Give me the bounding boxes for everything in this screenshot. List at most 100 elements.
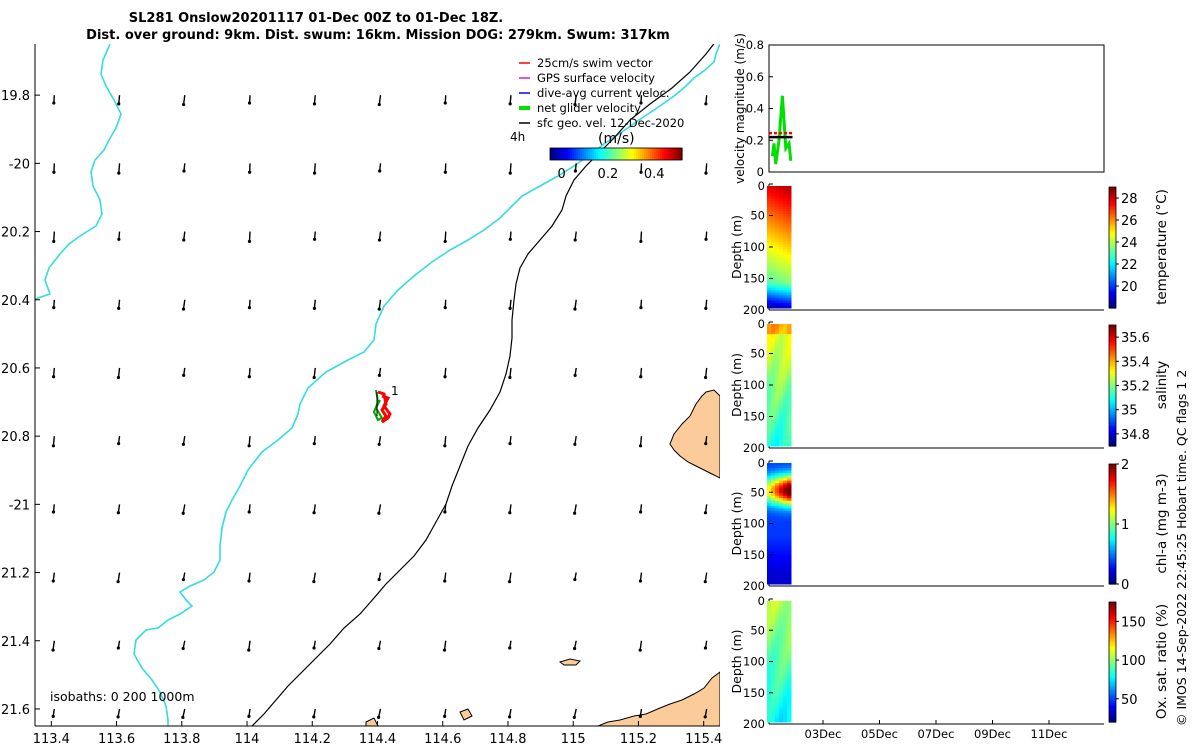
profile-cell [767,252,772,256]
map-colorbar-cell [558,148,561,160]
arrow-head [312,442,316,446]
profile-cell [787,556,792,560]
profile-cell [779,428,784,432]
profile-cell [787,341,792,345]
profile-cell [771,305,776,309]
profile-colorbar-cell [1109,538,1116,542]
profile-cell [787,211,792,215]
profile-cell [783,219,788,223]
map-colorbar-cell [606,148,609,160]
profile-y-tick-label: 0 [758,317,765,331]
velocity-panel-frame [768,44,1105,173]
profile-cell [767,656,772,660]
profile-cell [787,397,792,401]
profile-cell [787,475,792,479]
surface-velocity-arrow [312,299,316,311]
profile-cell [767,297,772,301]
profile-cell [779,523,784,527]
profile-cell [767,556,772,560]
profile-colorbar-cell [1109,602,1116,605]
arrow-head [377,102,381,107]
profile-cell [783,334,788,338]
profile-cell [787,626,792,630]
profile-cell [787,716,792,720]
isobath-200m-south [133,44,720,726]
profile-cell [775,188,780,192]
profile-cell [779,443,784,447]
profile-cell [779,287,784,291]
profile-colorbar-frame [1108,186,1117,309]
profile-colorbar-cell [1109,443,1116,447]
land-islet [459,708,473,721]
profile-cell [783,515,788,519]
profile-cell [783,646,788,650]
profile-colorbar-tick-label: 35.2 [1121,380,1150,395]
profile-cell [787,302,792,306]
profile-cell [775,423,780,427]
profile-cell [787,186,792,190]
profile-cell [779,239,784,243]
profile-cell [775,709,780,713]
profile-cell [783,282,788,286]
profile-cell [783,252,788,256]
profile-cell [775,638,780,642]
profile-cell [787,658,792,662]
profile-cell [779,272,784,276]
profile-cell [787,385,792,389]
profile-cell [775,282,780,286]
profile-cell [775,387,780,391]
profile-cell [775,221,780,225]
map-colorbar-cell [634,148,637,160]
profile-cell [783,280,788,284]
profile-cell [779,520,784,524]
surface-velocity-arrow [52,231,56,244]
profile-cell [767,425,772,429]
profile-cell [779,485,784,489]
profile-cell [779,244,784,248]
arrow-head [116,646,120,650]
arrow-head [443,510,447,514]
profile-cell [783,364,788,368]
profile-cell [783,628,788,632]
surface-velocity-arrow [508,231,512,241]
profile-cell [775,367,780,371]
profile-cell [783,244,788,248]
map-colorbar-cell [596,148,599,160]
profile-cell [775,236,780,240]
profile-cell [771,351,776,355]
surface-velocity-arrow [117,163,121,175]
profile-colorbar-cell [1109,604,1116,608]
profile-cell [771,428,776,432]
profile-cell [779,613,784,617]
profile-cell [771,334,776,338]
profile-cell [787,231,792,235]
profile-colorbar-cell [1109,225,1116,229]
profile-cell [775,410,780,414]
profile-cell [779,706,784,710]
profile-cell [787,488,792,492]
profile-cell [767,706,772,710]
profile-cell [775,203,780,207]
profile-cell [779,618,784,622]
surface-velocity-arrow [573,367,577,377]
profile-cell [767,626,772,630]
profile-cell [779,362,784,366]
profile-cell [779,498,784,502]
profile-cell [775,206,780,210]
surface-velocity-arrow [443,231,447,244]
profile-cell [787,513,792,517]
arrow-shaft [705,163,708,174]
profile-colorbar-cell [1109,237,1116,241]
profile-cell [767,390,772,394]
profile-cell [771,536,776,540]
profile-colorbar-cell [1109,576,1116,580]
map-panel: 1 113.4 113.6 113.8 114 114.2 114.4 114.6 114.8… [1,44,722,747]
profile-cell [767,379,772,383]
profile-cell [787,633,792,637]
profile-colorbar-cell [1109,300,1116,304]
surface-velocity-arrow [247,504,251,514]
map-colorbar-cell [646,148,649,160]
profile-cell [787,518,792,522]
profile-cell [779,648,784,652]
